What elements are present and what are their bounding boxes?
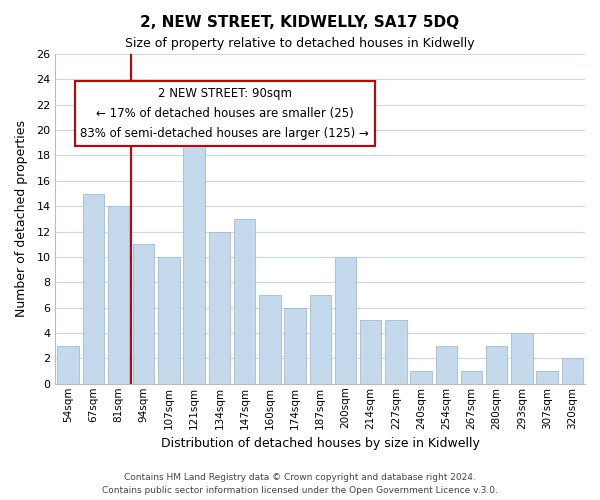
- Bar: [184, 118, 205, 384]
- Bar: [562, 358, 583, 384]
- Bar: [536, 371, 558, 384]
- Text: Contains HM Land Registry data © Crown copyright and database right 2024.
Contai: Contains HM Land Registry data © Crown c…: [102, 474, 498, 495]
- Bar: [360, 320, 382, 384]
- Bar: [234, 219, 255, 384]
- Bar: [385, 320, 407, 384]
- Text: Size of property relative to detached houses in Kidwelly: Size of property relative to detached ho…: [125, 38, 475, 51]
- Bar: [259, 295, 281, 384]
- Y-axis label: Number of detached properties: Number of detached properties: [15, 120, 28, 318]
- Bar: [410, 371, 432, 384]
- Bar: [486, 346, 508, 384]
- Text: 2, NEW STREET, KIDWELLY, SA17 5DQ: 2, NEW STREET, KIDWELLY, SA17 5DQ: [140, 15, 460, 30]
- Bar: [83, 194, 104, 384]
- Bar: [284, 308, 306, 384]
- Text: 2 NEW STREET: 90sqm
← 17% of detached houses are smaller (25)
83% of semi-detach: 2 NEW STREET: 90sqm ← 17% of detached ho…: [80, 87, 370, 140]
- Bar: [436, 346, 457, 384]
- Bar: [335, 257, 356, 384]
- Bar: [158, 257, 179, 384]
- X-axis label: Distribution of detached houses by size in Kidwelly: Distribution of detached houses by size …: [161, 437, 479, 450]
- Bar: [209, 232, 230, 384]
- Bar: [108, 206, 129, 384]
- Bar: [133, 244, 154, 384]
- Bar: [310, 295, 331, 384]
- Bar: [511, 333, 533, 384]
- Bar: [461, 371, 482, 384]
- Bar: [58, 346, 79, 384]
